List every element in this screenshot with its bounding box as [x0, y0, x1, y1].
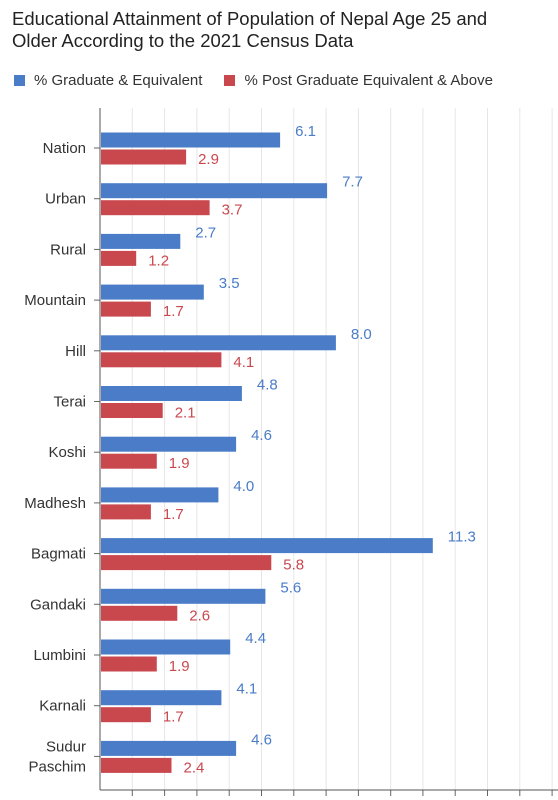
bar-post-graduate-nation	[101, 149, 187, 165]
legend-item-post-graduate[interactable]: % Post Graduate Equivalent & Above	[224, 72, 493, 89]
category-label-rural: Rural	[50, 241, 86, 258]
data-label-graduate-mountain: 3.5	[219, 275, 240, 292]
bar-graduate-madhesh	[101, 487, 219, 503]
category-label-karnali: Karnali	[39, 698, 86, 715]
bar-graduate-urban	[101, 183, 328, 199]
bar-post-graduate-hill	[101, 352, 222, 368]
legend-label-post-graduate: % Post Graduate Equivalent & Above	[244, 72, 493, 89]
category-label-urban: Urban	[45, 191, 86, 208]
bar-post-graduate-gandaki	[101, 605, 178, 621]
bar-graduate-hill	[101, 335, 336, 351]
data-label-post-graduate-karnali: 1.7	[163, 709, 184, 726]
bar-graduate-gandaki	[101, 588, 266, 604]
bar-graduate-rural	[101, 233, 181, 249]
bar-post-graduate-madhesh	[101, 504, 151, 520]
data-label-post-graduate-terai: 2.1	[175, 405, 196, 422]
data-label-graduate-terai: 4.8	[257, 377, 278, 394]
bar-post-graduate-bagmati	[101, 555, 272, 571]
data-label-graduate-urban: 7.7	[342, 174, 363, 191]
bar-post-graduate-urban	[101, 200, 210, 216]
data-label-post-graduate-hill: 4.1	[233, 354, 254, 371]
data-label-post-graduate-nation: 2.9	[198, 151, 219, 168]
data-label-graduate-lumbini: 4.4	[245, 630, 266, 647]
data-label-graduate-karnali: 4.1	[236, 681, 257, 698]
data-label-graduate-hill: 8.0	[351, 326, 372, 343]
data-label-graduate-madhesh: 4.0	[233, 478, 254, 495]
category-label-sudur-paschim: Sudur Paschim	[28, 738, 86, 775]
data-label-post-graduate-bagmati: 5.8	[283, 557, 304, 574]
data-label-graduate-bagmati: 11.3	[448, 529, 476, 546]
bar-post-graduate-karnali	[101, 707, 151, 723]
bar-graduate-karnali	[101, 690, 222, 706]
data-label-post-graduate-lumbini: 1.9	[169, 658, 190, 675]
bar-graduate-sudur-paschim	[101, 740, 237, 756]
bar-post-graduate-terai	[101, 403, 163, 418]
category-label-lumbini: Lumbini	[33, 647, 86, 664]
data-label-post-graduate-madhesh: 1.7	[163, 506, 184, 523]
category-label-gandaki: Gandaki	[30, 596, 86, 613]
category-label-mountain: Mountain	[24, 292, 86, 309]
data-label-post-graduate-mountain: 1.7	[163, 303, 184, 320]
category-label-madhesh: Madhesh	[24, 495, 86, 512]
data-label-graduate-sudur-paschim: 4.6	[251, 731, 272, 748]
category-label-koshi: Koshi	[48, 444, 86, 461]
data-label-graduate-nation: 6.1	[295, 123, 316, 140]
data-label-post-graduate-rural: 1.2	[148, 252, 169, 269]
data-label-post-graduate-gandaki: 2.6	[189, 607, 210, 624]
bar-graduate-bagmati	[101, 538, 433, 554]
category-label-nation: Nation	[43, 140, 86, 157]
bar-graduate-lumbini	[101, 639, 231, 655]
chart-title-line-1: Educational Attainment of Population of …	[12, 8, 488, 29]
chart-title: Educational Attainment of Population of …	[12, 8, 552, 52]
bar-graduate-koshi	[101, 436, 237, 452]
bar-post-graduate-mountain	[101, 301, 151, 317]
bar-post-graduate-rural	[101, 250, 137, 266]
data-label-graduate-rural: 2.7	[195, 224, 216, 241]
bar-graduate-nation	[101, 132, 281, 148]
bar-graduate-terai	[101, 386, 242, 401]
bar-graduate-mountain	[101, 284, 204, 300]
bar-post-graduate-sudur-paschim	[101, 757, 172, 773]
category-label-hill: Hill	[65, 343, 86, 360]
legend-label-graduate: % Graduate & Equivalent	[34, 72, 203, 89]
category-label-bagmati: Bagmati	[31, 546, 86, 563]
legend-swatch-post-graduate	[224, 75, 236, 86]
data-label-post-graduate-urban: 3.7	[222, 202, 243, 219]
legend-swatch-graduate	[14, 75, 25, 86]
chart-legend: % Graduate & Equivalent % Post Graduate …	[14, 72, 515, 89]
data-label-graduate-koshi: 4.6	[251, 427, 272, 444]
data-label-post-graduate-koshi: 1.9	[169, 455, 190, 472]
data-label-post-graduate-sudur-paschim: 2.4	[184, 759, 205, 776]
bar-post-graduate-lumbini	[101, 656, 157, 672]
data-label-graduate-gandaki: 5.6	[280, 579, 301, 596]
legend-item-graduate[interactable]: % Graduate & Equivalent	[14, 72, 202, 89]
category-label-terai: Terai	[53, 394, 86, 411]
chart-title-line-2: Older According to the 2021 Census Data	[12, 30, 354, 51]
bar-post-graduate-koshi	[101, 453, 157, 469]
